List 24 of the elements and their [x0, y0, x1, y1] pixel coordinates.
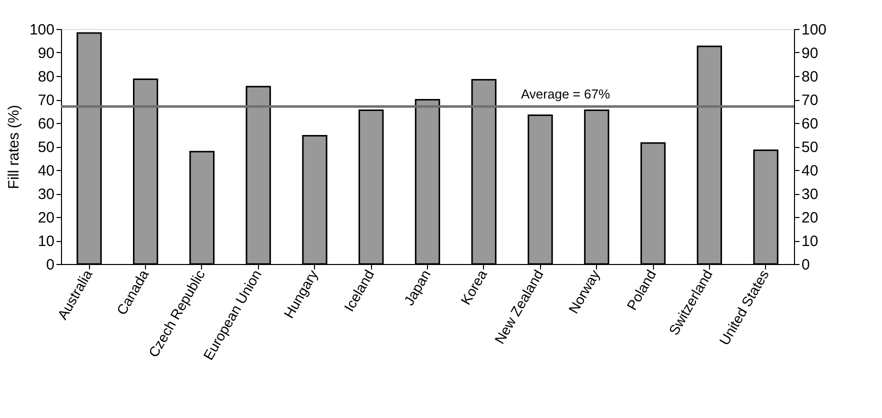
y2-tick-label: 20 — [802, 210, 818, 226]
y-tick-label: 20 — [38, 210, 54, 226]
y-tick-label: 90 — [38, 45, 54, 62]
y-tick-label: 30 — [38, 186, 54, 203]
y-tick-label: 50 — [38, 139, 54, 156]
y-tick-label: 100 — [29, 22, 54, 38]
y-tick-label: 40 — [38, 162, 54, 180]
y2-tick-label: 30 — [802, 186, 818, 203]
y2-tick-label: 100 — [802, 22, 827, 38]
y-tick-label: 0 — [46, 256, 54, 274]
y2-tick-label: 40 — [802, 162, 818, 180]
y2-tick-label: 50 — [802, 139, 818, 156]
y2-tick-label: 60 — [802, 116, 818, 132]
y-axis-title: Fill rates (%) — [5, 104, 22, 190]
y-tick-label: 60 — [38, 116, 54, 132]
ref-line-label: Average = 67% — [521, 86, 610, 102]
y-tick-label: 70 — [38, 92, 54, 109]
y2-tick-label: 90 — [802, 45, 818, 62]
y-tick-label: 10 — [38, 233, 54, 250]
y2-tick-label: 10 — [802, 233, 818, 250]
y-tick-label: 80 — [38, 68, 54, 86]
y2-tick-label: 0 — [802, 256, 810, 274]
y2-tick-label: 70 — [802, 92, 818, 109]
y2-tick-label: 80 — [802, 68, 818, 86]
